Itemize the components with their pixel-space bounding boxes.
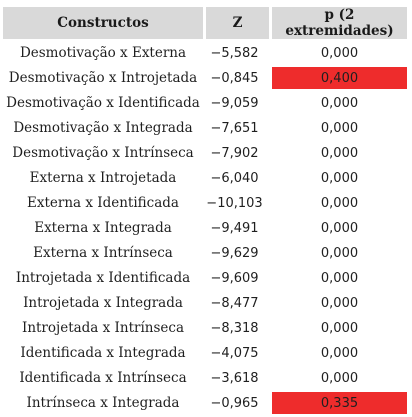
construct-pair-cell: Identificada x Integrada (20, 345, 186, 361)
construct-pair-cell: Desmotivação x Integrada (13, 120, 193, 136)
construct-pair-cell: Introjetada x Identificada (15, 270, 191, 286)
table-body: Desmotivação x Externa −5,582 0,000 Desmoti… (3, 42, 407, 414)
table-row: Desmotivação x Externa −5,582 0,000 (3, 42, 407, 64)
construct-pair-cell: Externa x Intrínseca (33, 245, 173, 261)
p-value-cell: 0,000 (269, 142, 407, 164)
table-header: Constructos Z p (2 extremidades) (3, 7, 407, 39)
p-value-cell: 0,000 (269, 42, 407, 64)
p-value-cell: 0,000 (269, 217, 407, 239)
table-row: Desmotivação x Identificada −9,059 0,000 (3, 92, 407, 114)
table-row: Desmotivação x Intrínseca −7,902 0,000 (3, 142, 407, 164)
z-value-cell: −9,609 (203, 267, 269, 289)
table-row: Identificada x Intrínseca −3,618 0,000 (3, 367, 407, 389)
z-value-cell: −8,318 (203, 317, 269, 339)
p-value-cell: 0,000 (269, 242, 407, 264)
table-row: Desmotivação x Introjetada −0,845 0,400 (3, 67, 407, 89)
z-value-cell: −9,059 (203, 92, 269, 114)
z-value-cell: −4,075 (203, 342, 269, 364)
table-row: Intrínseca x Integrada −0,965 0,335 (3, 392, 407, 414)
table-row: Externa x Integrada −9,491 0,000 (3, 217, 407, 239)
table-row: Introjetada x Intrínseca −8,318 0,000 (3, 317, 407, 339)
construct-pair-cell: Externa x Identificada (27, 195, 179, 211)
results-table-container: Constructos Z p (2 extremidades) Desmoti… (3, 7, 407, 414)
p-value-cell: 0,000 (269, 292, 407, 314)
table-row: Externa x Introjetada −6,040 0,000 (3, 167, 407, 189)
p-value-cell: 0,000 (269, 167, 407, 189)
construct-pair-cell: Desmotivação x Intrínseca (12, 145, 194, 161)
wilcoxon-results-table: Constructos Z p (2 extremidades) Desmoti… (3, 4, 407, 417)
construct-pair-cell: Externa x Introjetada (29, 170, 177, 186)
p-value-cell: 0,000 (269, 342, 407, 364)
z-value-cell: −6,040 (203, 167, 269, 189)
table-row: Externa x Intrínseca −9,629 0,000 (3, 242, 407, 264)
construct-pair-cell: Externa x Integrada (34, 220, 172, 236)
construct-pair-cell: Desmotivação x Externa (19, 45, 187, 61)
p-value-cell: 0,000 (269, 367, 407, 389)
z-value-cell: −7,902 (203, 142, 269, 164)
header-z: Z (203, 7, 269, 39)
p-value-cell: 0,000 (269, 192, 407, 214)
z-value-cell: −0,965 (203, 392, 269, 414)
table-row: Identificada x Integrada −4,075 0,000 (3, 342, 407, 364)
construct-pair-cell: Introjetada x Integrada (23, 295, 183, 311)
p-value-cell: 0,000 (269, 117, 407, 139)
construct-pair-cell: Introjetada x Intrínseca (21, 320, 184, 336)
z-value-cell: −7,651 (203, 117, 269, 139)
p-value-cell: 0,000 (269, 317, 407, 339)
z-value-cell: −5,582 (203, 42, 269, 64)
z-value-cell: −10,103 (203, 192, 269, 214)
table-row: Introjetada x Integrada −8,477 0,000 (3, 292, 407, 314)
header-row: Constructos Z p (2 extremidades) (3, 7, 407, 39)
construct-pair-cell: Desmotivação x Identificada (6, 95, 200, 111)
p-value-cell: 0,000 (269, 267, 407, 289)
p-value-cell: 0,000 (269, 92, 407, 114)
z-value-cell: −3,618 (203, 367, 269, 389)
header-p-value: p (2 extremidades) (269, 7, 407, 39)
z-value-cell: −0,845 (203, 67, 269, 89)
construct-pair-cell: Identificada x Intrínseca (19, 370, 187, 386)
table-row: Desmotivação x Integrada −7,651 0,000 (3, 117, 407, 139)
z-value-cell: −9,629 (203, 242, 269, 264)
header-constructos: Constructos (3, 7, 203, 39)
p-value-cell-highlighted: 0,400 (269, 67, 407, 89)
construct-pair-cell: Desmotivação x Introjetada (8, 70, 198, 86)
z-value-cell: −8,477 (203, 292, 269, 314)
p-value-cell-highlighted: 0,335 (269, 392, 407, 414)
table-row: Introjetada x Identificada −9,609 0,000 (3, 267, 407, 289)
z-value-cell: −9,491 (203, 217, 269, 239)
table-row: Externa x Identificada −10,103 0,000 (3, 192, 407, 214)
construct-pair-cell: Intrínseca x Integrada (26, 395, 180, 411)
